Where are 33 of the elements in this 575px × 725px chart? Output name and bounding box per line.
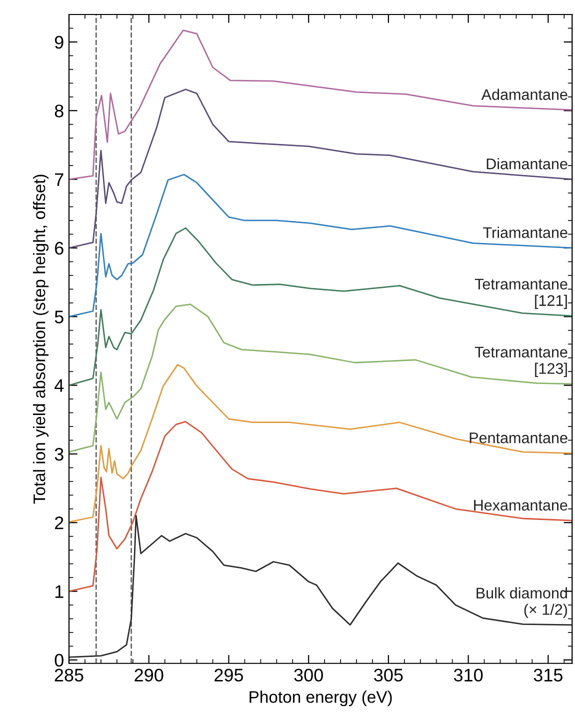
series-label: Hexamantane	[474, 500, 568, 511]
series-label: Triamantane	[483, 226, 568, 238]
y-tick-label: 2	[55, 516, 64, 530]
series-label: Pentamantane	[470, 432, 568, 444]
y-tick-label: 1	[55, 585, 64, 598]
y-tick-label: 9	[54, 36, 64, 49]
x-tick-label: 295	[214, 668, 244, 682]
series-label: Diamantane	[486, 158, 568, 170]
line-series	[69, 174, 572, 318]
series-label: Adamantane	[481, 88, 568, 100]
y-tick-label: 5	[54, 310, 64, 324]
y-tick-label: 8	[54, 104, 64, 118]
line-series	[69, 30, 572, 180]
y-tick-label: 6	[55, 242, 64, 255]
x-tick-label: 290	[134, 668, 164, 682]
line-series	[69, 515, 572, 658]
y-tick-label: 4	[54, 379, 64, 392]
x-tick-label: 315	[534, 668, 562, 682]
y-tick-label: 0	[54, 654, 64, 667]
series-label: Bulk diamond (× 1/2)	[476, 587, 568, 618]
x-tick-label: 300	[294, 668, 323, 682]
series-label: Tetramantane [123]	[474, 346, 568, 377]
line-series	[69, 88, 572, 249]
series-label: Tetramantane [121]	[474, 278, 568, 309]
x-tick-label: 310	[454, 668, 483, 682]
y-tick-label: 3	[54, 448, 64, 461]
x-tick-label: 285	[54, 668, 84, 682]
y-axis-title: Total ion yield absorption (step height, offset)	[33, 174, 49, 504]
x-axis-title: Photon energy (eV)	[250, 690, 392, 706]
line-series	[69, 364, 572, 523]
x-tick-label: 305	[374, 668, 403, 682]
line-series	[69, 227, 572, 386]
y-tick-label: 7	[55, 173, 64, 186]
